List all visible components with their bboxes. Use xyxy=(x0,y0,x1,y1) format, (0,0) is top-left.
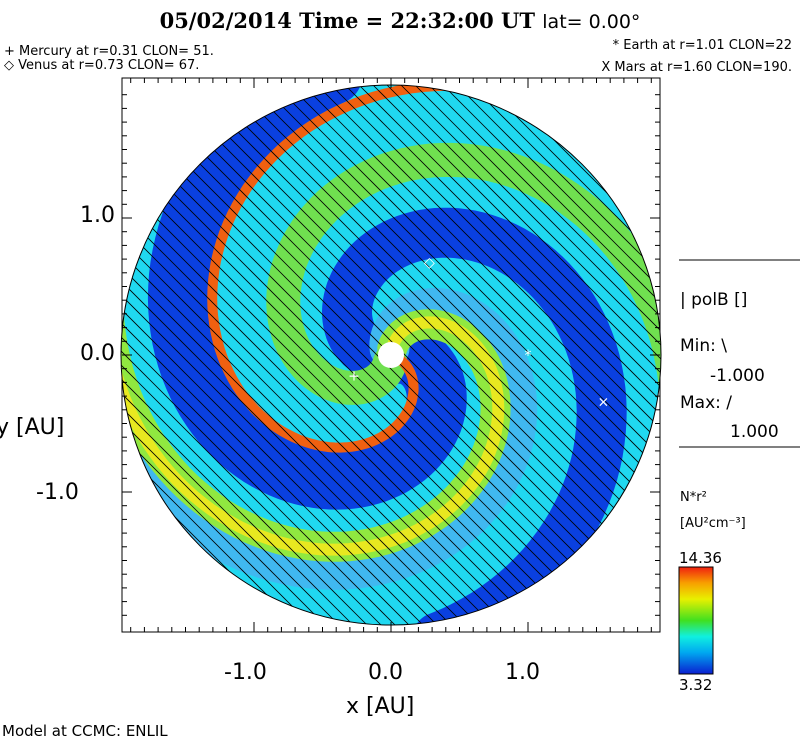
polb-hatch-line xyxy=(244,85,661,625)
polb-hatch-line xyxy=(121,85,412,625)
polb-hatch-line xyxy=(121,85,370,625)
polb-hatch-line xyxy=(121,85,398,625)
polb-hatch-line xyxy=(121,85,342,625)
polb-hatch-line xyxy=(398,85,661,625)
ytick-1: 1.0 xyxy=(80,203,115,228)
lat-label: lat= 0.00° xyxy=(542,11,641,33)
earth-marker: * xyxy=(525,348,532,364)
mars-label: X Mars at r=1.60 CLON=190. xyxy=(601,60,792,75)
peak-density-band xyxy=(121,316,505,556)
polb-hatch-line xyxy=(160,85,661,625)
polb-hatch-line xyxy=(412,85,661,625)
polb-hatch-line xyxy=(258,85,661,625)
polb-hatch-line xyxy=(328,85,661,625)
cbar-max: 14.36 xyxy=(679,549,722,567)
polb-hatch-line xyxy=(121,85,566,625)
quantity-label: N*r² xyxy=(680,490,707,505)
polb-hatch-line xyxy=(121,85,468,625)
polb-hatch-line xyxy=(272,85,661,625)
polb-hatch-line xyxy=(300,85,661,625)
polb-hatch-line xyxy=(121,85,510,625)
polb-hatch-line xyxy=(174,85,661,625)
polb-hatch-line xyxy=(121,85,440,625)
polb-hatch-line xyxy=(454,85,661,625)
polb-hatch-line xyxy=(230,85,661,625)
xtick-0: 0.0 xyxy=(368,660,403,685)
polb-hatch-line xyxy=(188,85,661,625)
polb-hatch-line xyxy=(286,85,661,625)
polb-hatch-line xyxy=(216,85,661,625)
polb-hatch-line xyxy=(468,85,661,625)
units-label: [AU²cm⁻³] xyxy=(680,516,746,531)
polb-hatch-line xyxy=(121,85,608,625)
peak-density-band xyxy=(207,85,507,453)
ytick-m1: -1.0 xyxy=(36,480,79,505)
polb-hatch-line xyxy=(121,85,384,625)
y-axis-label: y [AU] xyxy=(0,415,65,440)
polb-hatch-line xyxy=(121,85,622,625)
polb-hatch-line xyxy=(121,85,356,625)
xtick-m1: -1.0 xyxy=(224,660,267,685)
polb-hatch-line xyxy=(384,85,661,625)
polb-hatch-line xyxy=(426,85,661,625)
density-disk xyxy=(121,85,661,625)
plot-title: 05/02/2014 Time = 22:32:00 UT lat= 0.00° xyxy=(0,8,800,33)
cbar-min: 3.32 xyxy=(679,676,713,694)
low-density-band xyxy=(321,207,627,625)
footer-credit: Model at CCMC: ENLIL xyxy=(2,722,168,740)
colorbar xyxy=(678,566,714,675)
sun-inner-boundary xyxy=(378,342,404,368)
polb-hatch-line xyxy=(121,85,580,625)
polb-hatch-line xyxy=(121,85,594,625)
max-label: Max: / xyxy=(680,393,733,413)
venus-label: ◇ Venus at r=0.73 CLON= 67. xyxy=(4,58,200,73)
polb-hatch-line xyxy=(440,85,661,625)
mars-marker: × xyxy=(597,395,609,411)
ytick-0: 0.0 xyxy=(80,341,115,366)
polb-hatch-line xyxy=(121,85,538,625)
polb-hatch-line xyxy=(121,85,524,625)
xtick-1: 1.0 xyxy=(505,660,540,685)
polb-hatch-line xyxy=(314,85,661,625)
earth-label: * Earth at r=1.01 CLON=22 xyxy=(612,38,792,53)
mercury-marker: + xyxy=(348,369,360,385)
time-label: Time = 22:32:00 UT xyxy=(299,8,535,33)
x-axis-label: x [AU] xyxy=(346,694,415,719)
venus-marker: ◇ xyxy=(424,255,435,271)
min-value: -1.000 xyxy=(710,366,765,386)
polb-hatch-line xyxy=(202,85,661,625)
polb-label: | polB [] xyxy=(680,290,748,310)
polb-hatch-line xyxy=(121,85,552,625)
mercury-label: + Mercury at r=0.31 CLON= 51. xyxy=(4,44,214,59)
date: 05/02/2014 xyxy=(159,8,292,33)
polb-hatch-line xyxy=(121,85,482,625)
min-label: Min: \ xyxy=(680,336,728,356)
polb-hatch-line xyxy=(121,85,454,625)
polb-hatch-line xyxy=(121,85,314,625)
max-value: 1.000 xyxy=(730,422,779,442)
polb-hatch-line xyxy=(121,85,328,625)
high-density-band xyxy=(266,142,661,405)
polb-hatch-line xyxy=(370,85,661,625)
polb-hatch-line xyxy=(121,85,496,625)
polb-hatch-line xyxy=(342,85,661,625)
